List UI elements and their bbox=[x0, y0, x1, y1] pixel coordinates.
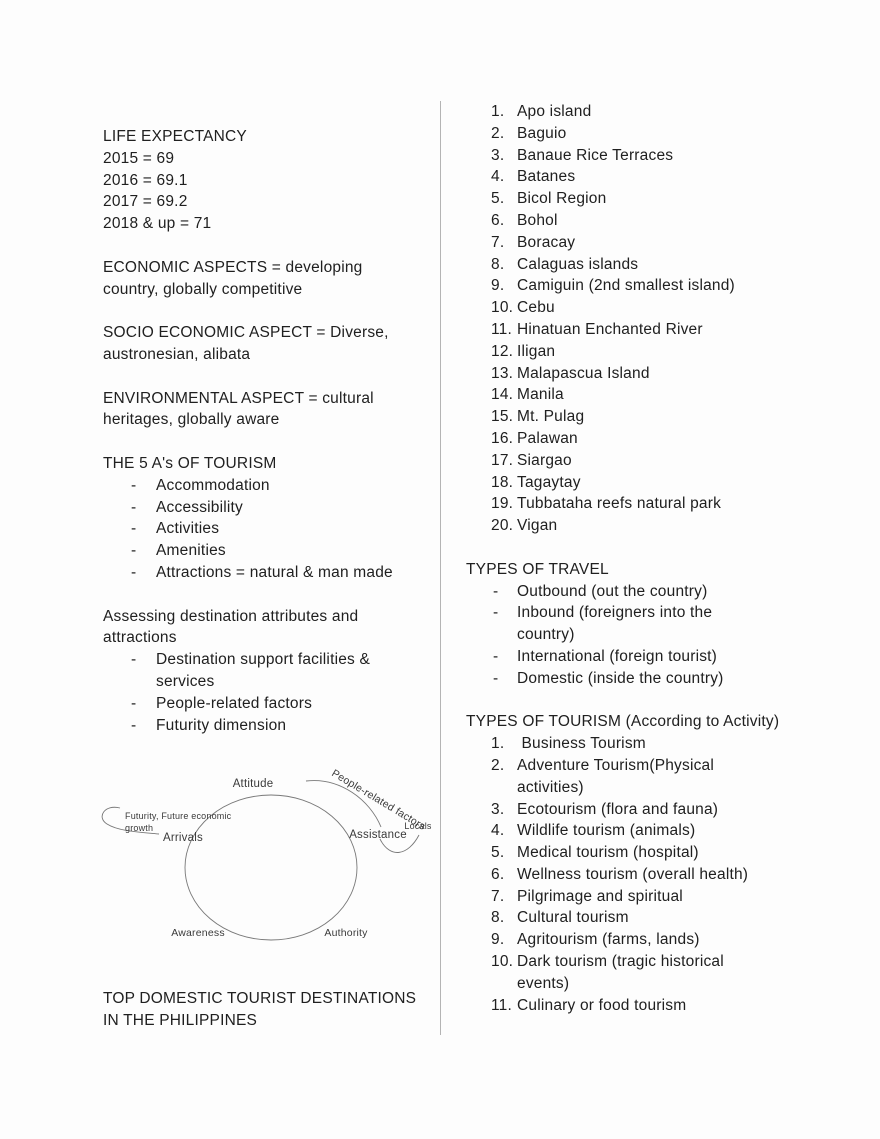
list-item: Amenities bbox=[103, 540, 438, 562]
curve-people-factors-to-assistance bbox=[305, 780, 382, 828]
list-item: Inbound (foreigners into the country) bbox=[466, 602, 838, 646]
section-life-expectancy: LIFE EXPECTANCY 2015 = 69 2016 = 69.1 20… bbox=[103, 126, 438, 235]
tourism-diagram: Attitude People-related factors Assistan… bbox=[101, 767, 432, 941]
label-futurity-line1: Futurity, Future economic bbox=[125, 811, 232, 821]
tourism-item: Wildlife tourism (animals) bbox=[491, 820, 696, 842]
tourism-list: Business Tourism Adventure Tourism(Physi… bbox=[466, 733, 838, 1016]
travel-list: Outbound (out the country) Inbound (fore… bbox=[466, 581, 838, 690]
left-column: LIFE EXPECTANCY 2015 = 69 2016 = 69.1 20… bbox=[103, 126, 438, 736]
list-item: Domestic (inside the country) bbox=[466, 668, 838, 690]
list-item: Activities bbox=[103, 518, 438, 540]
five-as-list: Accommodation Accessibility Activities A… bbox=[103, 475, 438, 584]
destination-item: Siargao bbox=[491, 450, 572, 472]
tourism-item: Adventure Tourism(Physical activities) bbox=[491, 755, 715, 796]
tourism-item: Medical tourism (hospital) bbox=[491, 842, 699, 864]
destination-item: Bohol bbox=[491, 210, 558, 232]
label-locals: Locals bbox=[404, 821, 432, 831]
destination-item: Iligan bbox=[491, 341, 556, 363]
label-authority: Authority bbox=[324, 927, 368, 939]
diagram-ellipse bbox=[184, 794, 358, 941]
life-expectancy-heading: LIFE EXPECTANCY bbox=[103, 128, 247, 145]
section-assessing: Assessing destination attributes and att… bbox=[103, 606, 438, 737]
label-attitude: Attitude bbox=[233, 778, 274, 790]
list-item: Accommodation bbox=[103, 475, 438, 497]
assessing-heading: Assessing destination attributes and att… bbox=[103, 607, 359, 647]
bracket-futurity bbox=[101, 806, 160, 835]
destination-item: Cebu bbox=[491, 297, 555, 319]
destination-item: Mt. Pulag bbox=[491, 406, 585, 428]
life-expectancy-line: 2016 = 69.1 bbox=[103, 171, 188, 189]
list-item: International (foreign tourist) bbox=[466, 646, 838, 668]
tourism-item: Agritourism (farms, lands) bbox=[491, 929, 700, 951]
travel-heading: TYPES OF TRAVEL bbox=[466, 560, 609, 578]
tourism-item: Wellness tourism (overall health) bbox=[491, 864, 749, 886]
destination-item: Batanes bbox=[491, 166, 576, 188]
paragraph-environmental: ENVIRONMENTAL ASPECT = cultural heritage… bbox=[103, 389, 374, 429]
right-column: Apo island Baguio Banaue Rice Terraces B… bbox=[466, 101, 838, 1016]
life-expectancy-line: 2015 = 69 bbox=[103, 149, 175, 167]
assessing-list: Destination support facilities & service… bbox=[103, 649, 438, 736]
life-expectancy-line: 2018 & up = 71 bbox=[103, 215, 212, 233]
section-types-of-travel: TYPES OF TRAVEL Outbound (out the countr… bbox=[466, 559, 838, 690]
life-expectancy-lines: 2015 = 69 2016 = 69.1 2017 = 69.2 2018 &… bbox=[103, 148, 438, 235]
column-divider bbox=[440, 101, 441, 1035]
destination-item: Bicol Region bbox=[491, 188, 607, 210]
tourism-item: Culinary or food tourism bbox=[491, 995, 687, 1017]
label-arrivals: Arrivals bbox=[163, 832, 203, 844]
label-futurity-line2: growth bbox=[125, 823, 153, 833]
life-expectancy-line: 2017 = 69.2 bbox=[103, 193, 188, 211]
destination-item: Tagaytay bbox=[491, 472, 581, 494]
tourism-item: Dark tourism (tragic historical events) bbox=[491, 951, 724, 992]
curve-assistance-to-locals bbox=[379, 834, 420, 853]
destinations-list: Apo island Baguio Banaue Rice Terraces B… bbox=[466, 101, 838, 537]
destination-item: Baguio bbox=[491, 123, 567, 145]
destination-item: Malapascua Island bbox=[491, 363, 650, 385]
paragraph-economic-aspects: ECONOMIC ASPECTS = developing country, g… bbox=[103, 258, 363, 298]
list-item: People-related factors bbox=[103, 693, 438, 715]
list-item: Destination support facilities & service… bbox=[103, 649, 438, 693]
five-as-heading: THE 5 A's OF TOURISM bbox=[103, 454, 277, 472]
destination-item: Camiguin (2nd smallest island) bbox=[491, 275, 735, 297]
destination-item: Tubbataha reefs natural park bbox=[491, 493, 722, 515]
label-awareness: Awareness bbox=[171, 927, 225, 939]
paragraph-socio-economic: SOCIO ECONOMIC ASPECT = Diverse, austron… bbox=[103, 324, 389, 363]
section-types-of-tourism: TYPES OF TOURISM (According to Activity)… bbox=[466, 711, 838, 1016]
destination-item: Hinatuan Enchanted River bbox=[491, 319, 703, 341]
destination-item: Vigan bbox=[491, 515, 558, 537]
destination-item: Apo island bbox=[491, 101, 592, 123]
list-item: Accessibility bbox=[103, 497, 438, 519]
list-item: Outbound (out the country) bbox=[466, 581, 838, 603]
list-item: Futurity dimension bbox=[103, 715, 438, 737]
tourism-heading: TYPES OF TOURISM (According to Activity) bbox=[466, 713, 780, 731]
destination-item: Manila bbox=[491, 384, 564, 406]
label-assistance: Assistance bbox=[349, 829, 407, 841]
heading-top-destinations: TOP DOMESTIC TOURIST DESTINATIONS IN THE… bbox=[103, 990, 417, 1029]
destination-item: Calaguas islands bbox=[491, 254, 639, 276]
tourism-item: Ecotourism (flora and fauna) bbox=[491, 799, 719, 821]
destination-item: Boracay bbox=[491, 232, 576, 254]
destination-item: Palawan bbox=[491, 428, 578, 450]
destination-item: Banaue Rice Terraces bbox=[491, 145, 674, 167]
list-item: Attractions = natural & man made bbox=[103, 562, 438, 584]
section-five-as: THE 5 A's OF TOURISM Accommodation Acces… bbox=[103, 453, 438, 584]
tourism-item: Pilgrimage and spiritual bbox=[491, 886, 683, 908]
tourism-item: Cultural tourism bbox=[491, 907, 629, 929]
tourism-item: Business Tourism bbox=[491, 733, 646, 755]
